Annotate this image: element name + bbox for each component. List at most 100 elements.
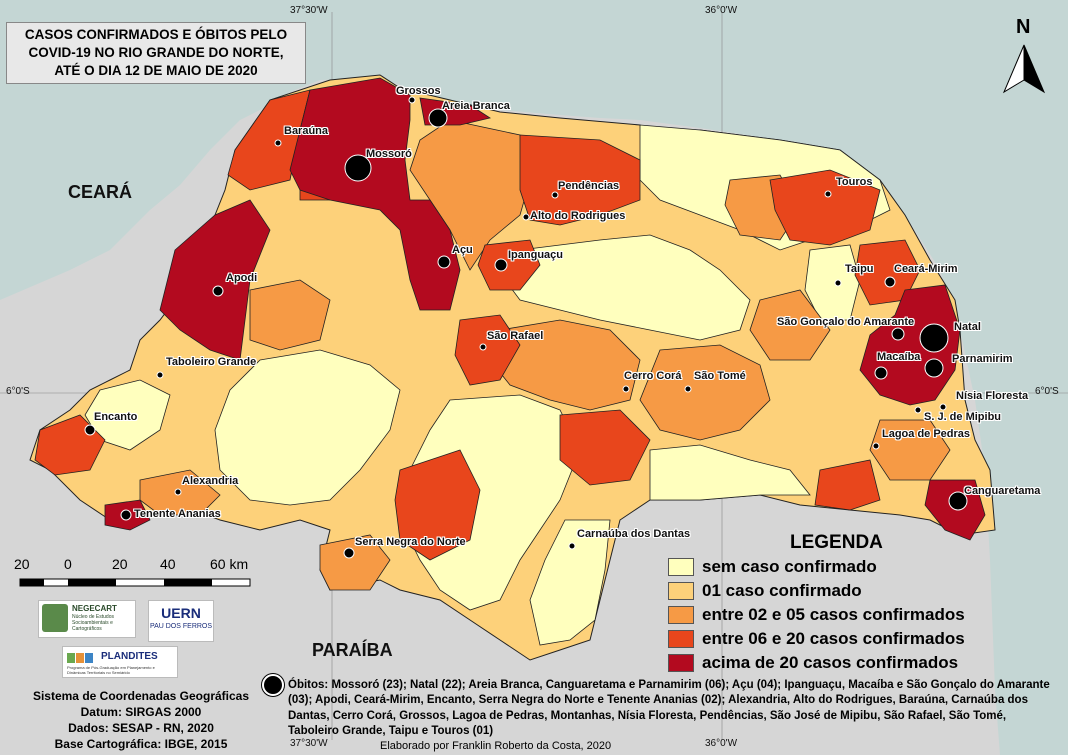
legend-item: 01 caso confirmado: [668, 580, 862, 602]
city-label: Lagoa de Pedras: [882, 428, 971, 440]
coord-bottom-right: 36°0'W: [705, 738, 738, 749]
legend-title: LEGENDA: [790, 532, 883, 553]
region-ceara: CEARÁ: [68, 182, 133, 202]
city-label: Apodi: [226, 272, 258, 284]
death-marker: [874, 366, 888, 380]
credit: Elaborado por Franklin Roberto da Costa,…: [380, 740, 612, 752]
zone-6to20-5: [477, 239, 541, 291]
north-label: N: [1016, 16, 1031, 38]
death-marker: [408, 96, 416, 104]
city-label: Açu: [452, 244, 473, 256]
death-markers: [84, 96, 968, 559]
zone-2to5-4: [249, 279, 331, 351]
legend-swatch: [668, 606, 694, 624]
map-title: CASOS CONFIRMADOS E ÓBITOS PELO COVID-19…: [6, 22, 306, 84]
city-label: Cerro Corá: [624, 370, 682, 382]
legend-item: sem caso confirmado: [668, 556, 877, 578]
city-label: São Gonçalo do Amarante: [777, 316, 915, 328]
zone-no-case-4: [214, 349, 401, 506]
coord-left-lat: 6°0'S: [6, 386, 30, 397]
info-line-3: Dados: SESAP - RN, 2020: [68, 721, 214, 735]
city-label: Nísia Floresta: [956, 390, 1029, 402]
scale-label: 0: [64, 556, 72, 572]
city-label: Tenente Ananias: [134, 508, 221, 520]
zone-6to20-1: [519, 134, 641, 226]
negecart-logo: NEGECART Núcleo de Estudos Socioambienta…: [38, 600, 136, 638]
legend-swatch: [668, 630, 694, 648]
city-label: Mossoró: [366, 148, 412, 160]
legend-swatch: [668, 654, 694, 672]
death-marker: [872, 442, 880, 450]
zone-6to20-7: [559, 409, 651, 486]
city-label: Canguaretama: [964, 485, 1041, 497]
city-label: Alexandria: [182, 475, 239, 487]
scale-label: 20: [14, 556, 30, 572]
death-marker: [948, 491, 968, 511]
coord-top-left: 37°30'W: [290, 5, 328, 16]
city-label: Taboleiro Grande: [166, 356, 257, 368]
zone-6to20-6: [454, 314, 521, 386]
legend-item: entre 06 e 20 casos confirmados: [668, 628, 965, 650]
zone-over20-mossoro: [289, 77, 461, 311]
death-marker: [824, 190, 832, 198]
plandites-icon: [67, 651, 99, 665]
death-marker: [428, 108, 448, 128]
death-marker: [437, 255, 451, 269]
death-marker: [479, 343, 487, 351]
death-marker: [343, 547, 355, 559]
plandites-logo: PLANDITES Programa de Pós-Graduação em P…: [62, 646, 178, 678]
death-marker: [622, 385, 630, 393]
city-label: Parnamirim: [952, 353, 1013, 365]
negecart-subtitle: Núcleo de Estudos Socioambientais e Cart…: [72, 614, 114, 632]
negecart-name: NEGECART: [72, 604, 117, 613]
info-line-4: Base Cartográfica: IBGE, 2015: [54, 737, 228, 751]
city-label: Pendências: [558, 180, 620, 192]
city-label: Ceará-Mirim: [894, 263, 958, 275]
title-line-2: COVID-19 NO RIO GRANDE DO NORTE,: [28, 45, 284, 60]
death-marker: [684, 385, 692, 393]
city-label: Carnaúba dos Dantas: [577, 528, 691, 540]
zone-6to20-10: [814, 459, 881, 511]
zone-no-case-2: [504, 234, 751, 341]
death-marker: [834, 279, 842, 287]
city-label: Taipu: [845, 263, 874, 275]
zone-6to20-3: [769, 169, 881, 246]
zone-over20-apodi: [159, 199, 271, 361]
coord-bottom-left: 37°30'W: [290, 738, 328, 749]
city-label: São Rafael: [487, 330, 544, 342]
city-label: Ipanguaçu: [508, 249, 564, 261]
zone-no-case-8: [804, 244, 861, 321]
plandites-subtitle: Programa de Pós-Graduação em Planejament…: [67, 665, 155, 675]
scale-bar: [19, 578, 251, 587]
legend-item: entre 02 e 05 casos confirmados: [668, 604, 965, 626]
zone-2to5-9: [749, 289, 831, 361]
zone-no-case-5: [649, 444, 811, 501]
legend-swatch: [668, 558, 694, 576]
legend-label: sem caso confirmado: [702, 557, 877, 576]
tree-icon: [42, 604, 68, 632]
scale-label: 60 km: [210, 556, 249, 572]
city-label: Natal: [954, 321, 981, 333]
scale-label: 40: [160, 556, 176, 572]
city-label: Alto do Rodrigues: [530, 210, 626, 222]
zone-no-case-7: [84, 379, 171, 451]
city-label: Touros: [836, 176, 873, 188]
death-marker: [939, 403, 947, 411]
death-marker: [494, 258, 508, 272]
death-marker: [212, 285, 224, 297]
info-line-2: Datum: SIRGAS 2000: [80, 705, 202, 719]
death-marker: [884, 276, 896, 288]
city-label: S. J. de Mipibu: [924, 411, 1002, 423]
city-label: Macaíba: [877, 351, 921, 363]
city-label: Areia Branca: [442, 100, 510, 112]
death-marker: [120, 509, 132, 521]
region-paraiba: PARAÍBA: [312, 640, 393, 660]
death-marker: [522, 213, 530, 221]
death-marker: [891, 327, 905, 341]
death-marker: [568, 542, 576, 550]
legend-label: entre 02 e 05 casos confirmados: [702, 605, 965, 624]
legend-item: acima de 20 casos confirmados: [668, 652, 958, 674]
uern-name: UERN: [161, 605, 201, 621]
city-label: São Tomé: [694, 370, 746, 382]
